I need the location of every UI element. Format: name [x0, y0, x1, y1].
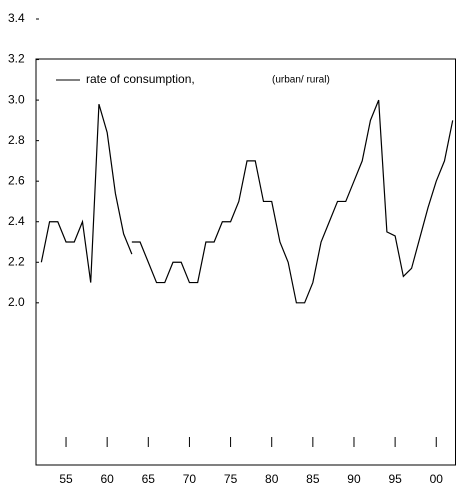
x-tick-label: 00	[430, 472, 444, 486]
y-tick-label: 3.2	[8, 52, 25, 66]
x-tick-label: 55	[59, 472, 73, 486]
x-tick-label: 75	[224, 472, 238, 486]
legend-label: rate of consumption,	[86, 72, 195, 86]
x-tick-label: 65	[142, 472, 156, 486]
x-tick-label: 60	[100, 472, 114, 486]
y-tick-label: 2.2	[8, 254, 25, 268]
y-tick-label: 3.0	[8, 92, 25, 106]
y-tick-label: 2.6	[8, 173, 25, 187]
y-tick-label: 2.8	[8, 133, 25, 147]
x-tick-label: 70	[183, 472, 197, 486]
annotation: (urban/ rural)	[272, 75, 330, 86]
y-tick-label: 2.0	[8, 295, 25, 309]
x-tick-label: 80	[265, 472, 279, 486]
x-tick-label: 85	[306, 472, 320, 486]
y-tick-label: 3.4	[8, 11, 25, 25]
x-tick-label: 95	[388, 472, 402, 486]
series-line	[40, 99, 454, 304]
x-tick-label: 90	[347, 472, 361, 486]
y-tick-label: 2.4	[8, 214, 25, 228]
plot-frame	[35, 58, 456, 466]
